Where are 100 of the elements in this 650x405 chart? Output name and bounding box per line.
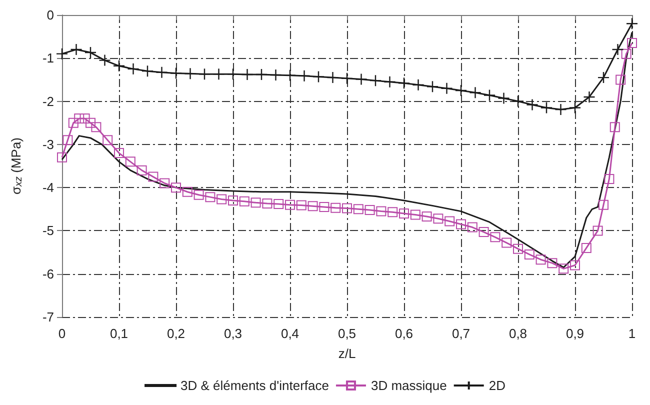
legend-label: 3D massique: [370, 378, 447, 393]
point: [80, 114, 90, 124]
point: [127, 62, 140, 76]
x-tick-label: 1: [628, 326, 636, 341]
point: [241, 68, 254, 81]
point: [274, 198, 284, 209]
point: [296, 200, 306, 210]
point: [512, 95, 524, 108]
point: [148, 172, 158, 182]
point: [388, 207, 398, 218]
point: [170, 67, 182, 80]
point: [616, 74, 626, 85]
point: [467, 222, 478, 232]
x-tick-label: 0,6: [394, 326, 414, 341]
point: [68, 118, 78, 128]
point: [125, 156, 136, 167]
point: [526, 98, 538, 111]
point: [627, 38, 637, 48]
point: [342, 203, 352, 214]
point: [319, 202, 330, 212]
point: [524, 249, 534, 260]
point: [440, 82, 453, 94]
y-tick-label: -7: [42, 310, 54, 324]
point: [340, 72, 354, 85]
x-tick-label: 0: [58, 326, 66, 341]
point: [312, 70, 325, 83]
x-tick-label: 0,4: [280, 326, 300, 341]
point: [598, 200, 608, 210]
y-axis-title: σxz (MPa): [8, 137, 24, 195]
point: [469, 86, 482, 99]
point: [478, 227, 489, 238]
point: [136, 165, 147, 176]
point: [554, 103, 567, 116]
point: [56, 48, 68, 60]
point: [326, 71, 339, 84]
point: [498, 92, 510, 104]
point: [364, 205, 375, 216]
point: [502, 238, 512, 248]
point: [384, 76, 396, 88]
point: [70, 43, 82, 56]
legend-label: 3D & éléments d'interface: [180, 378, 329, 393]
legend-label: 2D: [488, 378, 506, 393]
point: [483, 89, 496, 102]
point: [74, 114, 84, 124]
point: [330, 202, 341, 213]
point: [298, 70, 310, 82]
y-tick-label: 0: [46, 8, 54, 22]
point: [592, 226, 603, 236]
x-axis-title: z/L: [338, 346, 356, 361]
point: [540, 102, 553, 114]
x-tick-label: 0,9: [566, 326, 584, 341]
point: [112, 60, 126, 72]
point: [250, 198, 261, 208]
point: [597, 71, 610, 84]
y-tick-label: -3: [42, 136, 54, 152]
point: [194, 190, 204, 200]
point: [412, 78, 424, 91]
point: [433, 214, 444, 224]
point: [399, 208, 409, 218]
point: [57, 152, 67, 162]
y-tick-label: -1: [42, 50, 54, 66]
x-tick-label: 0,1: [110, 326, 128, 341]
point: [102, 135, 113, 146]
point: [558, 264, 569, 274]
point: [426, 80, 439, 93]
point: [91, 122, 102, 132]
point: [353, 204, 364, 214]
point: [422, 211, 432, 222]
point: [621, 48, 632, 59]
point: [84, 46, 97, 59]
point: [184, 68, 196, 80]
point: [570, 260, 580, 270]
point: [308, 201, 318, 212]
point: [239, 196, 250, 206]
point: [581, 242, 592, 253]
point: [410, 210, 420, 220]
point: [270, 68, 282, 82]
x-tick-label: 0,5: [338, 326, 356, 341]
y-tick-label: -4: [42, 180, 54, 196]
point: [444, 216, 455, 226]
point: [156, 66, 168, 78]
point: [547, 258, 558, 268]
point: [62, 135, 73, 146]
point: [355, 73, 368, 86]
point: [228, 196, 238, 206]
point: [171, 182, 181, 193]
point: [98, 54, 111, 66]
y-tick-label: -5: [42, 223, 54, 238]
point: [456, 219, 466, 230]
x-tick-label: 0,7: [452, 326, 470, 341]
x-tick-label: 0,2: [166, 326, 186, 341]
point: [610, 122, 620, 132]
point: [160, 178, 170, 188]
point: [262, 198, 272, 209]
point: [285, 200, 295, 210]
point: [216, 194, 227, 204]
point: [182, 186, 192, 197]
point: [198, 68, 211, 80]
point: [454, 84, 468, 97]
point: [536, 254, 546, 265]
